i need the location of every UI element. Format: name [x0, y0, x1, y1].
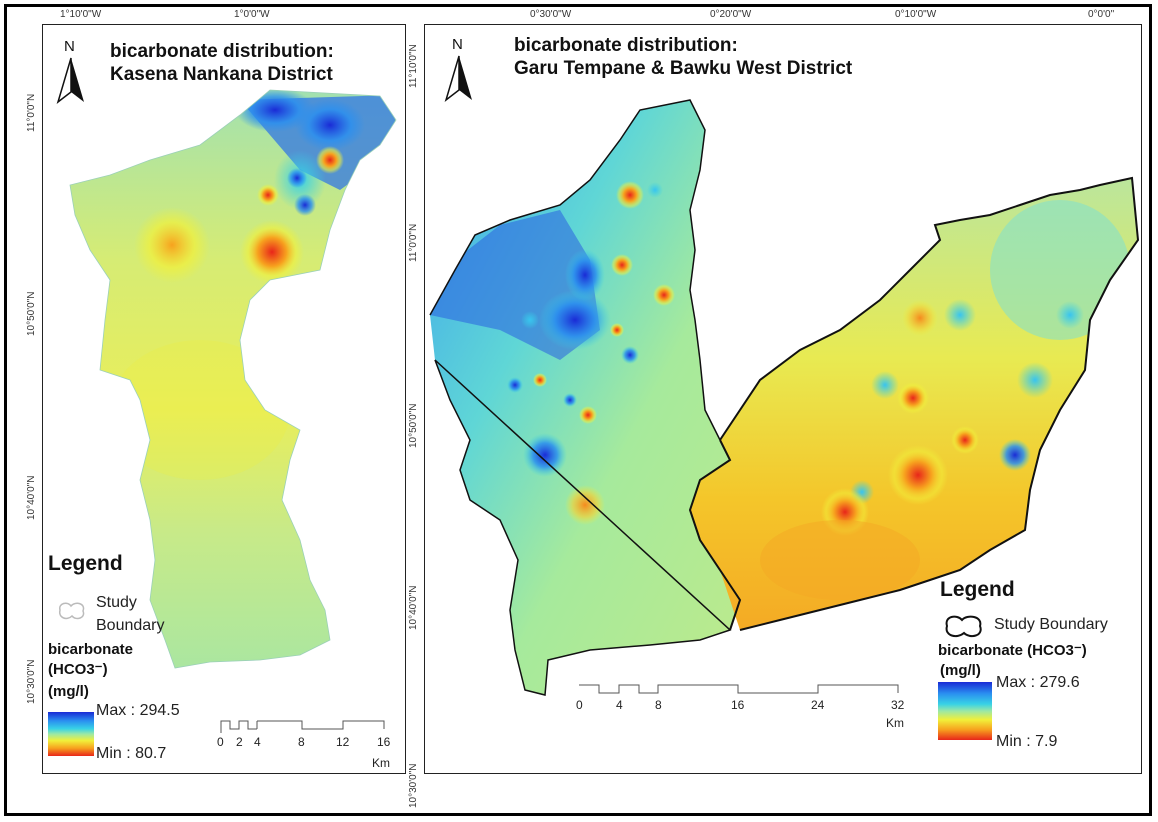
left-legend-title: Legend [48, 552, 123, 575]
left-title-line1: bicarbonate distribution: [110, 41, 334, 62]
right-title-line1: bicarbonate distribution: [514, 35, 738, 56]
right-scale-bar [579, 684, 899, 694]
left-param-line1: bicarbonate [48, 641, 134, 658]
left-north-arrow-icon [56, 57, 84, 105]
right-color-ramp [938, 682, 992, 740]
right-legend-title: Legend [940, 578, 1015, 601]
right-max-label: Max : 279.6 [996, 674, 1080, 691]
left-map-title: bicarbonate distribution: Kasena Nankana… [110, 40, 334, 86]
right-scale-tick-5: 32 [891, 698, 905, 712]
left-top-coord-2: 1°0'0"W [234, 9, 270, 20]
right-boundary-label: Study Boundary [994, 616, 1108, 633]
left-top-coord-1: 1°10'0"W [60, 9, 102, 20]
right-title-line2: Garu Tempane & Bawku West District [514, 58, 853, 79]
left-color-ramp [48, 712, 94, 756]
left-scale-tick-5: 16 [377, 735, 391, 749]
right-param-line2: (mg/l) [940, 662, 981, 679]
right-district-divider [688, 439, 742, 631]
right-scale-unit: Km [886, 716, 904, 730]
left-scale-tick-1: 2 [236, 735, 243, 749]
left-scale-tick-0: 0 [217, 735, 224, 749]
right-scale-tick-3: 16 [731, 698, 745, 712]
left-boundary-swatch-icon [58, 602, 85, 620]
right-top-coord-2: 0°20'0"W [710, 9, 752, 20]
left-title-line2: Kasena Nankana District [110, 64, 333, 85]
right-scale-tick-4: 24 [811, 698, 825, 712]
right-scale-tick-1: 4 [616, 698, 623, 712]
right-boundary-swatch-icon [945, 615, 982, 638]
right-param-line1: bicarbonate (HCO3⁻) [938, 642, 1087, 659]
right-top-coord-4: 0°0'0" [1088, 9, 1115, 20]
right-min-label: Min : 7.9 [996, 733, 1058, 750]
left-scale-unit: Km [372, 756, 390, 770]
left-param-line2: (HCO3⁻) [48, 661, 108, 678]
left-boundary-label-1: Study [96, 594, 137, 611]
left-scale-tick-3: 8 [298, 735, 305, 749]
left-min-label: Min : 80.7 [96, 745, 167, 762]
left-scale-tick-4: 12 [336, 735, 350, 749]
figure-frame [4, 4, 1152, 816]
right-top-coord-1: 0°30'0"W [530, 9, 572, 20]
right-scale-tick-0: 0 [576, 698, 583, 712]
left-scale-bar [220, 720, 385, 733]
left-boundary-label-2: Boundary [96, 617, 165, 634]
left-scale-tick-2: 4 [254, 735, 261, 749]
left-param-line3: (mg/l) [48, 683, 89, 700]
left-north-label: N [64, 38, 75, 55]
right-scale-tick-2: 8 [655, 698, 662, 712]
right-north-label: N [452, 36, 463, 53]
right-north-arrow-icon [444, 55, 472, 103]
right-map-title: bicarbonate distribution: Garu Tempane &… [514, 34, 852, 80]
right-top-coord-3: 0°10'0"W [895, 9, 937, 20]
left-max-label: Max : 294.5 [96, 702, 180, 719]
